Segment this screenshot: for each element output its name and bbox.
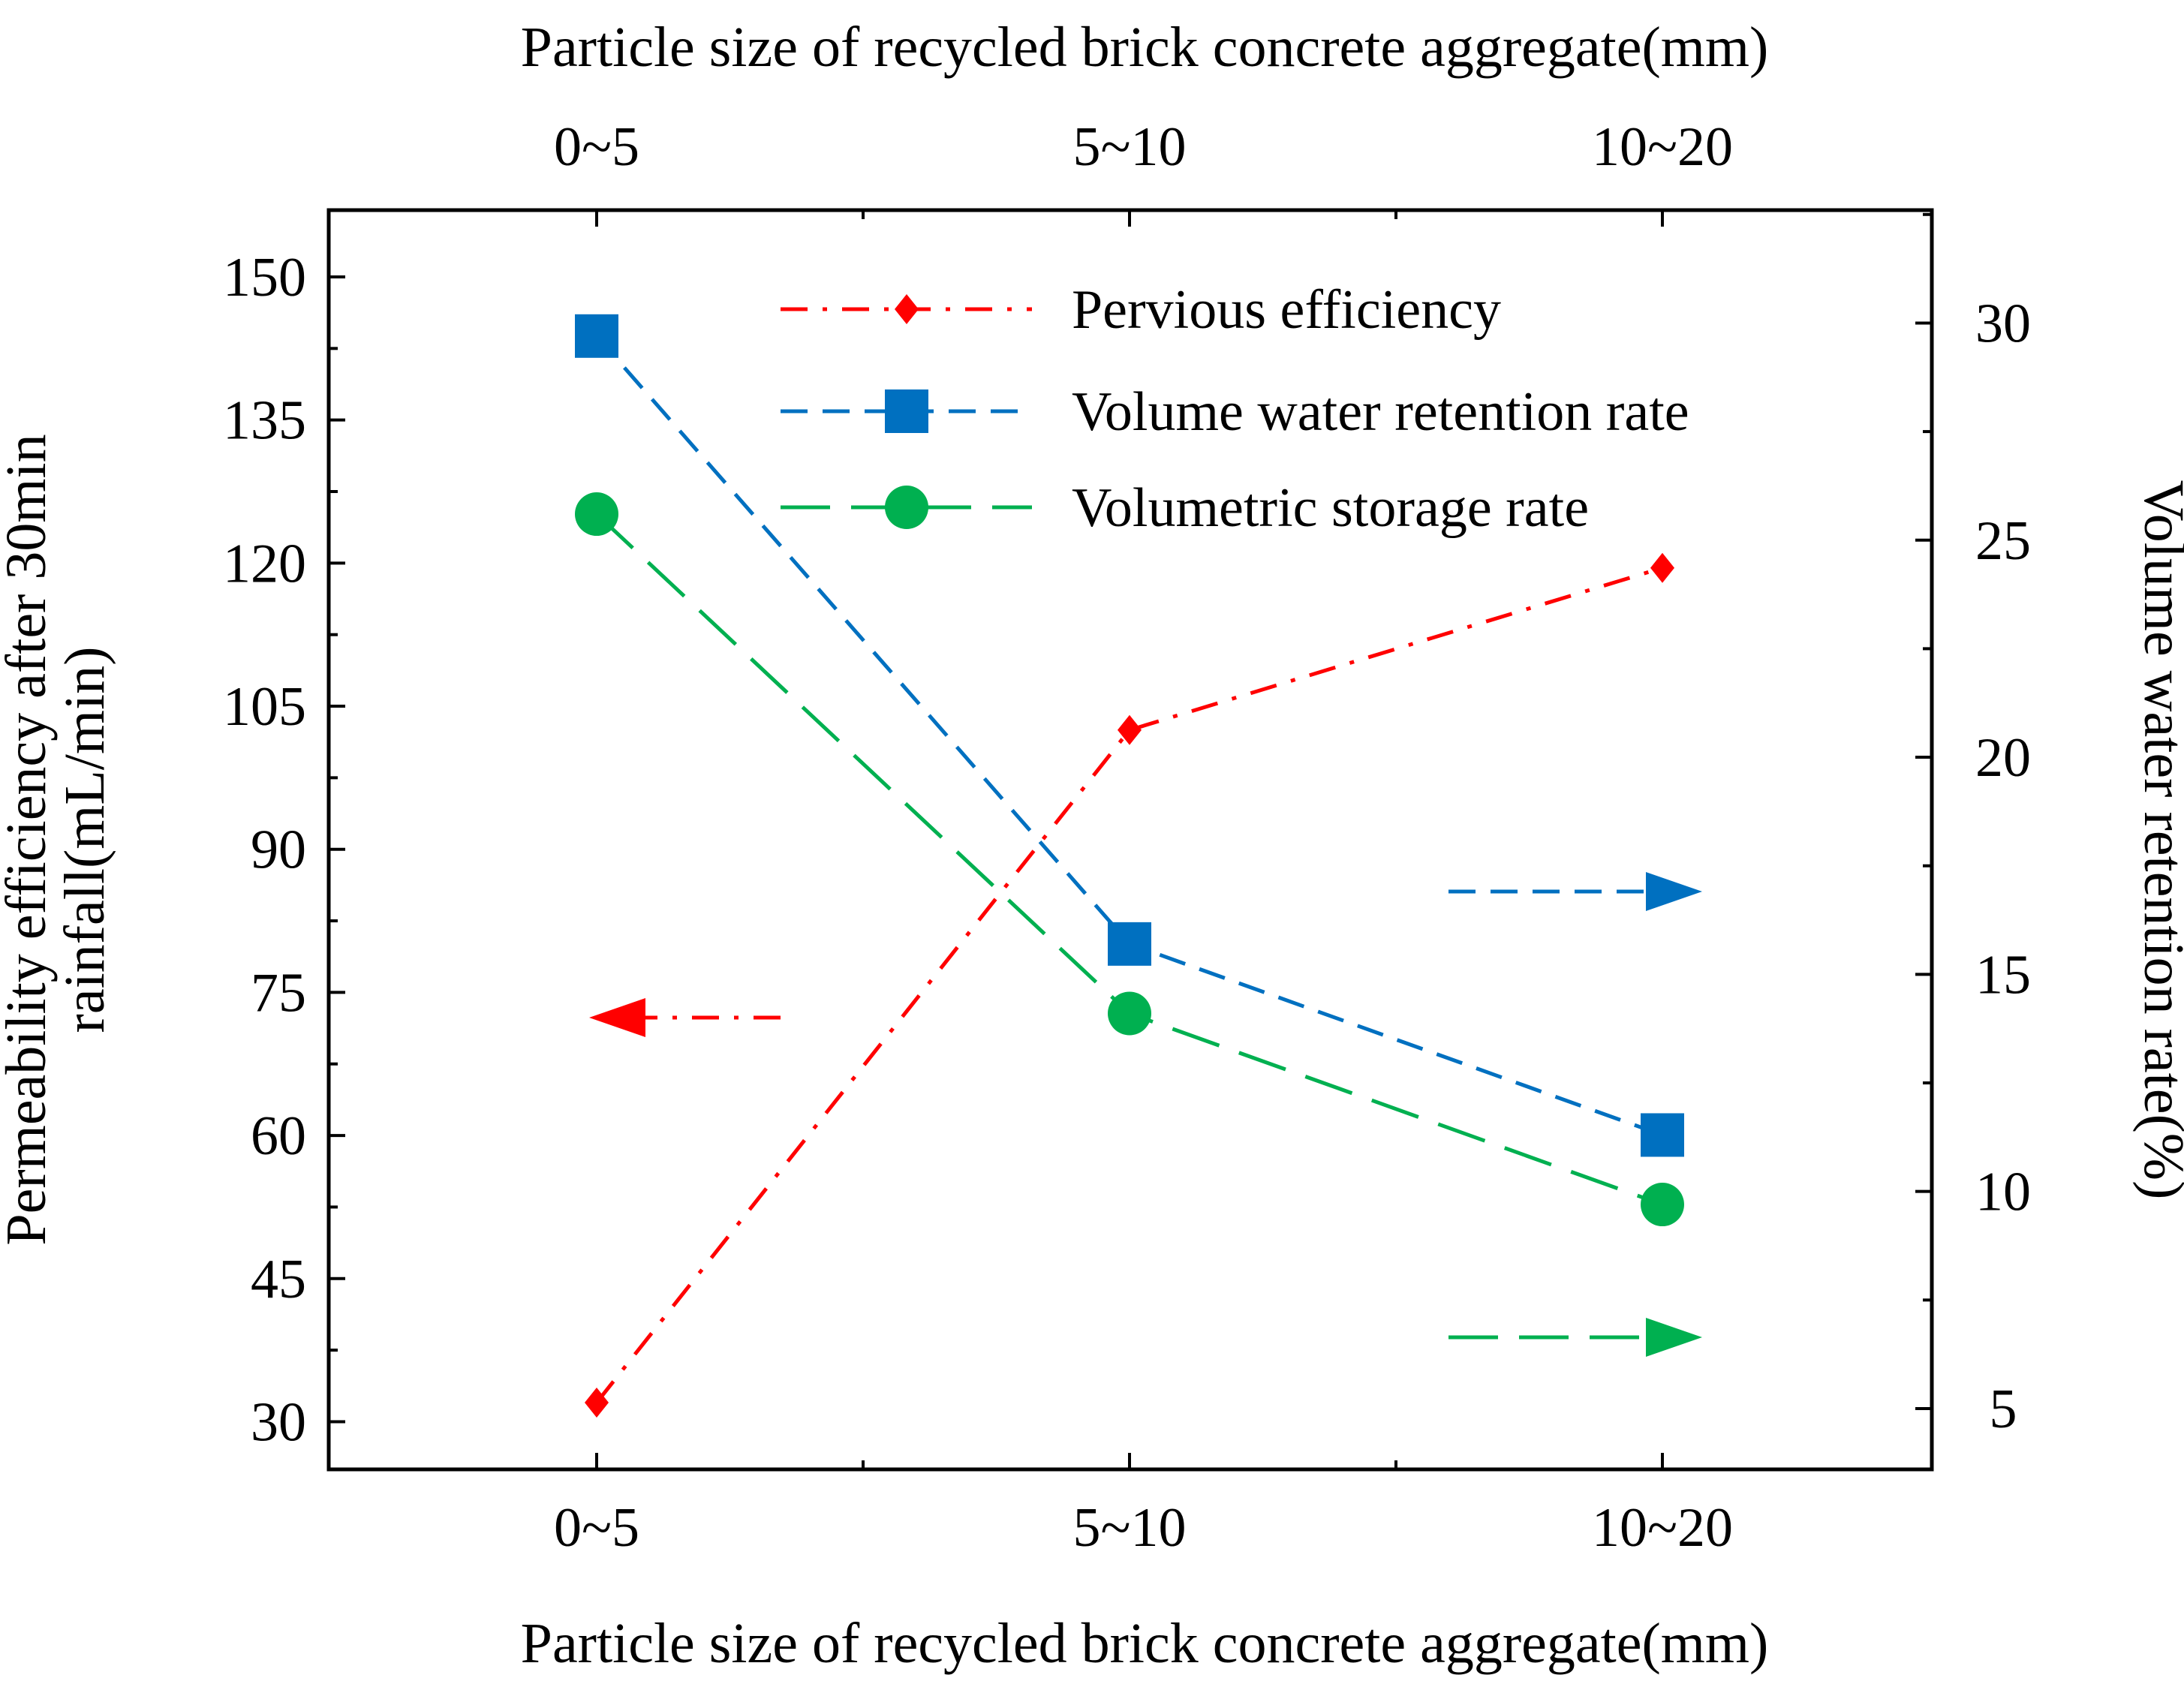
legend-label-2: Volumetric storage rate bbox=[1072, 477, 1589, 539]
left-tick-label: 30 bbox=[251, 1391, 306, 1453]
left-tick-label: 135 bbox=[223, 390, 306, 452]
series-line-0 bbox=[595, 566, 1663, 1404]
left-tick-label: 120 bbox=[223, 533, 306, 594]
bottom-tick-label: 10~20 bbox=[1592, 1497, 1733, 1559]
right-tick-label: 5 bbox=[1990, 1379, 2017, 1440]
right-tick-label: 15 bbox=[1975, 944, 2031, 1006]
left-tick-label: 60 bbox=[251, 1105, 306, 1167]
x-axis-title: Particle size of recycled brick concrete… bbox=[521, 1612, 1769, 1675]
y-axis-title-line-1: Permeability efficiency after 30min bbox=[0, 434, 58, 1245]
data-point-s2-p1 bbox=[1108, 991, 1151, 1036]
data-point-s0-p0 bbox=[585, 1388, 609, 1418]
right-tick-label: 20 bbox=[1975, 727, 2031, 789]
bottom-tick-label: 0~5 bbox=[554, 1497, 639, 1559]
right-axis-ticks: 5 10 15 20 25 30 bbox=[1915, 212, 2031, 1440]
axis-indicator-arrowhead-1 bbox=[1646, 872, 1702, 911]
axis-indicators bbox=[589, 872, 1702, 1357]
y-axis-title-line-2: rainfall(mL/min) bbox=[53, 647, 116, 1033]
bottom-tick-label: 5~10 bbox=[1072, 1497, 1186, 1559]
legend-marker-1 bbox=[885, 389, 928, 433]
top-tick-label: 10~20 bbox=[1592, 116, 1733, 178]
data-point-s1-p1 bbox=[1108, 922, 1151, 966]
left-tick-label: 45 bbox=[251, 1249, 306, 1310]
left-axis-ticks: 30 45 60 75 90 105 120 135 150 bbox=[223, 247, 345, 1453]
data-point-s1-p2 bbox=[1641, 1113, 1684, 1157]
y2-axis-title: Volume water retention rate(%) bbox=[2132, 480, 2184, 1200]
legend: Pervious efficiency Volume water retentio… bbox=[781, 279, 1689, 539]
axis-indicator-arrowhead-2 bbox=[1646, 1318, 1702, 1357]
top-tick-label: 0~5 bbox=[554, 116, 639, 178]
left-tick-label: 150 bbox=[223, 247, 306, 308]
legend-label-0: Pervious efficiency bbox=[1072, 279, 1501, 341]
legend-label-1: Volume water retention rate bbox=[1072, 381, 1689, 443]
right-tick-label: 10 bbox=[1975, 1162, 2031, 1223]
x2-axis-title: Particle size of recycled brick concrete… bbox=[521, 16, 1769, 79]
axis-indicator-arrowhead-0 bbox=[589, 998, 645, 1037]
left-tick-label: 90 bbox=[251, 819, 306, 881]
top-tick-labels: 0~5 5~10 10~20 bbox=[554, 116, 1733, 178]
top-tick-label: 5~10 bbox=[1072, 116, 1186, 178]
y-axis-title: Permeability efficiency after 30min rain… bbox=[0, 434, 116, 1245]
data-point-s1-p0 bbox=[575, 314, 618, 358]
data-point-s0-p1 bbox=[1118, 714, 1142, 745]
bottom-axis-ticks: 0~5 5~10 10~20 bbox=[554, 210, 1733, 1559]
legend-marker-2 bbox=[885, 486, 928, 529]
data-point-s2-p2 bbox=[1641, 1183, 1684, 1227]
series-markers bbox=[575, 314, 1684, 1418]
right-tick-label: 25 bbox=[1975, 510, 2031, 572]
right-tick-label: 30 bbox=[1975, 293, 2031, 354]
left-tick-label: 75 bbox=[251, 962, 306, 1024]
data-point-s0-p2 bbox=[1650, 552, 1674, 583]
left-tick-label: 105 bbox=[223, 676, 306, 738]
data-point-s2-p0 bbox=[575, 492, 618, 537]
legend-marker-0 bbox=[895, 294, 919, 324]
